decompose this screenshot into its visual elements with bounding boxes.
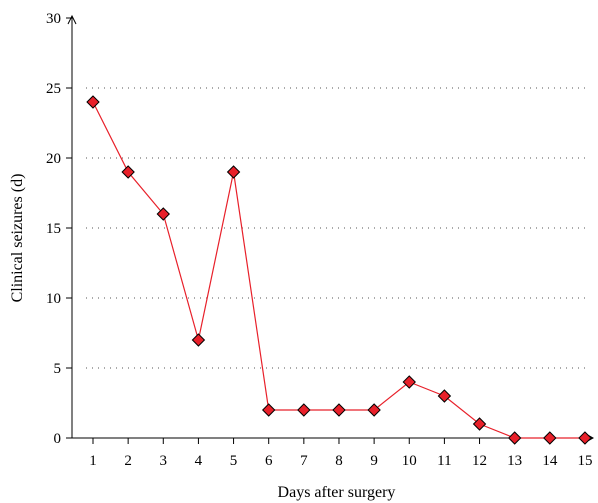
x-tick-label: 5 [230, 453, 238, 469]
y-tick-label: 5 [54, 361, 62, 377]
x-tick-label: 13 [507, 453, 522, 469]
data-point-marker [261, 403, 276, 417]
y-tick-label: 0 [54, 431, 62, 447]
data-series [86, 95, 592, 445]
x-tick-label: 8 [335, 453, 343, 469]
x-axis-title: Days after surgery [278, 484, 396, 501]
x-tick-label: 11 [437, 453, 451, 469]
y-axis-title: Clinical seizures (d) [9, 174, 26, 303]
data-point-marker [156, 207, 170, 221]
y-tick-label: 30 [46, 11, 61, 27]
y-tick-label: 15 [46, 221, 61, 237]
x-tick-label: 9 [370, 453, 378, 469]
y-tick-label: 20 [46, 151, 61, 167]
x-tick-label: 4 [195, 453, 203, 469]
data-point-marker [297, 403, 311, 417]
x-tick-label: 14 [542, 453, 558, 469]
x-tick-label: 1 [89, 453, 97, 469]
x-tick-label: 2 [124, 453, 132, 469]
x-tick-label: 6 [265, 453, 273, 469]
y-tick-label: 10 [46, 291, 61, 307]
x-tick-label: 3 [160, 453, 168, 469]
data-point-marker [402, 375, 416, 389]
grid-lines [86, 87, 587, 369]
x-tick-label: 10 [402, 453, 417, 469]
data-point-marker [437, 389, 452, 403]
data-point-marker [507, 431, 522, 445]
axes [67, 14, 595, 443]
x-tick-label: 12 [472, 453, 487, 469]
data-point-marker [367, 403, 381, 417]
data-point-marker [86, 95, 100, 109]
data-point-marker [578, 431, 592, 445]
series-line [92, 101, 585, 439]
data-point-marker [191, 333, 206, 347]
data-point-marker [332, 403, 346, 417]
data-point-marker [543, 431, 557, 445]
y-tick-label: 25 [46, 81, 61, 97]
y-axis-arrow [67, 14, 77, 25]
data-point-marker [226, 165, 241, 179]
data-point-marker [121, 165, 135, 179]
x-tick-label: 7 [300, 453, 308, 469]
x-tick-label: 15 [577, 453, 592, 469]
data-point-marker [472, 417, 487, 431]
